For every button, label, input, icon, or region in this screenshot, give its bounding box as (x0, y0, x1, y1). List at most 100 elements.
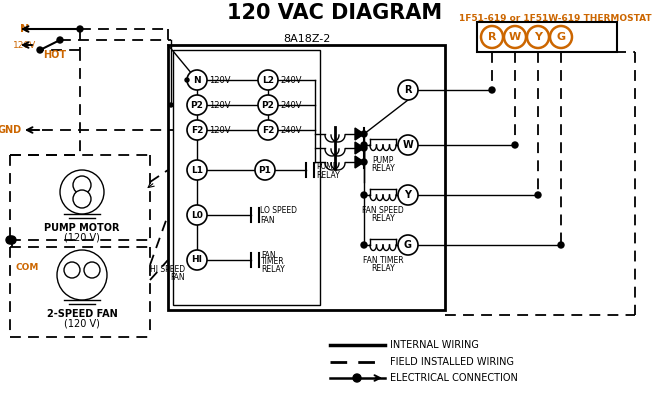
Text: (120 V): (120 V) (64, 232, 100, 242)
Circle shape (558, 242, 564, 248)
Circle shape (398, 185, 418, 205)
Text: HOT: HOT (44, 50, 66, 60)
Text: L0: L0 (191, 210, 203, 220)
Circle shape (187, 160, 207, 180)
Text: FAN SPEED: FAN SPEED (362, 206, 404, 215)
Text: 120V: 120V (13, 41, 37, 49)
Circle shape (187, 120, 207, 140)
Circle shape (84, 262, 100, 278)
Circle shape (481, 26, 503, 48)
Circle shape (398, 80, 418, 100)
Circle shape (255, 160, 275, 180)
Text: HI: HI (87, 266, 96, 274)
Circle shape (187, 95, 207, 115)
Text: F2: F2 (262, 126, 274, 134)
Text: LO: LO (66, 266, 78, 274)
Bar (168, 45, 445, 310)
Text: P1: P1 (259, 166, 271, 174)
Circle shape (353, 374, 361, 382)
Circle shape (527, 26, 549, 48)
Circle shape (361, 131, 367, 137)
Text: 240V: 240V (280, 126, 302, 134)
Circle shape (512, 142, 518, 148)
Circle shape (60, 170, 104, 214)
Text: 1F51-619 or 1F51W-619 THERMOSTAT: 1F51-619 or 1F51W-619 THERMOSTAT (459, 13, 651, 23)
Circle shape (8, 236, 16, 244)
Text: FAN: FAN (261, 251, 275, 259)
Text: 120V: 120V (209, 126, 230, 134)
Circle shape (185, 78, 189, 82)
Circle shape (6, 236, 14, 244)
Text: FAN TIMER: FAN TIMER (362, 256, 403, 265)
Text: FIELD INSTALLED WIRING: FIELD INSTALLED WIRING (390, 357, 514, 367)
Circle shape (37, 47, 43, 53)
Circle shape (258, 120, 278, 140)
Text: 240V: 240V (280, 101, 302, 109)
Circle shape (73, 176, 91, 194)
Text: ELECTRICAL CONNECTION: ELECTRICAL CONNECTION (390, 373, 518, 383)
Text: PUMP: PUMP (316, 161, 338, 171)
Text: R: R (404, 85, 412, 95)
Text: G: G (557, 32, 565, 42)
Text: Y: Y (405, 190, 411, 200)
Text: 120 VAC DIAGRAM: 120 VAC DIAGRAM (227, 3, 443, 23)
Polygon shape (355, 128, 364, 140)
Circle shape (187, 250, 207, 270)
Circle shape (361, 159, 367, 165)
Circle shape (187, 205, 207, 225)
Text: 120V: 120V (209, 75, 230, 85)
Bar (477, 22, 617, 52)
Text: (120 V): (120 V) (64, 318, 100, 328)
Text: COM: COM (15, 262, 38, 272)
Polygon shape (355, 142, 364, 154)
Circle shape (258, 70, 278, 90)
Circle shape (550, 26, 572, 48)
Polygon shape (355, 156, 364, 168)
Text: GND: GND (0, 125, 22, 135)
Text: PUMP MOTOR: PUMP MOTOR (44, 223, 120, 233)
Text: RELAY: RELAY (371, 164, 395, 173)
Text: P2: P2 (190, 101, 204, 109)
Text: L1: L1 (191, 166, 203, 174)
Text: W: W (403, 140, 413, 150)
Text: R: R (488, 32, 496, 42)
Circle shape (361, 142, 367, 148)
Circle shape (398, 235, 418, 255)
Text: P2: P2 (261, 101, 275, 109)
Text: 2-SPEED FAN: 2-SPEED FAN (47, 309, 117, 319)
Circle shape (77, 26, 83, 32)
Text: INTERNAL WIRING: INTERNAL WIRING (390, 340, 479, 350)
Text: 8A18Z-2: 8A18Z-2 (283, 34, 330, 44)
Circle shape (398, 135, 418, 155)
Text: RELAY: RELAY (316, 171, 340, 179)
Text: 240V: 240V (280, 75, 302, 85)
Circle shape (57, 250, 107, 300)
Text: RELAY: RELAY (371, 264, 395, 273)
Circle shape (361, 242, 367, 248)
Text: 120V: 120V (209, 101, 230, 109)
Text: F2: F2 (191, 126, 203, 134)
Circle shape (169, 103, 173, 107)
Text: N: N (193, 75, 201, 85)
Circle shape (535, 192, 541, 198)
Circle shape (57, 37, 63, 43)
Circle shape (361, 192, 367, 198)
Text: L2: L2 (262, 75, 274, 85)
Circle shape (504, 26, 526, 48)
Text: TIMER: TIMER (261, 258, 285, 266)
Text: HI SPEED: HI SPEED (150, 264, 185, 274)
Text: RELAY: RELAY (261, 264, 285, 274)
Text: FAN: FAN (170, 272, 185, 282)
Text: RELAY: RELAY (371, 214, 395, 223)
Text: W: W (509, 32, 521, 42)
Circle shape (489, 87, 495, 93)
Circle shape (361, 145, 367, 151)
Text: LO SPEED: LO SPEED (260, 205, 297, 215)
Circle shape (258, 95, 278, 115)
Circle shape (187, 70, 207, 90)
Circle shape (64, 262, 80, 278)
Text: HI: HI (192, 256, 202, 264)
Text: FAN: FAN (260, 215, 275, 225)
Text: N: N (20, 24, 29, 34)
Circle shape (73, 190, 91, 208)
